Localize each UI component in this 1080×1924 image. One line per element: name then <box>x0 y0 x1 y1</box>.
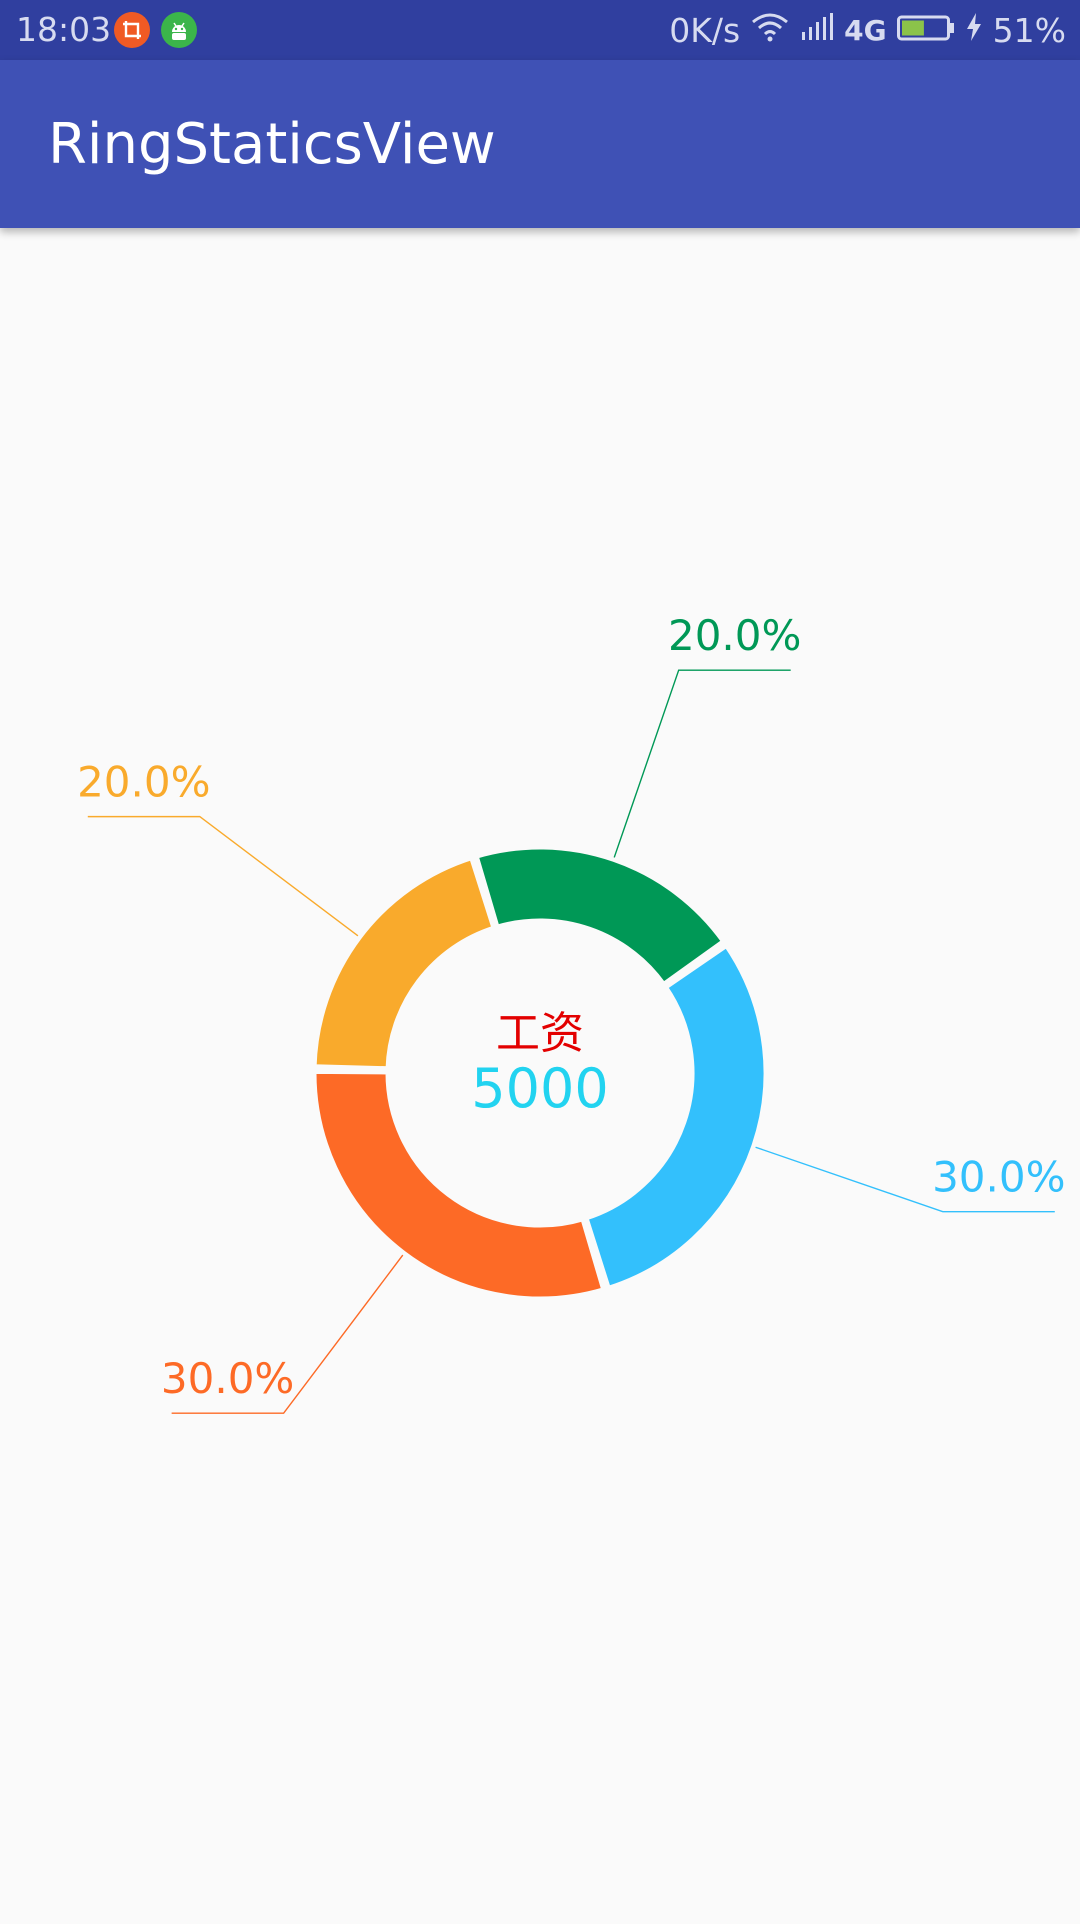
segment-label-3: 20.0% <box>77 758 210 807</box>
status-bar: 18:03 0K/s <box>0 0 1080 60</box>
battery-percent: 51% <box>992 10 1066 50</box>
ring-labels: 20.0% 30.0% 30.0% 20.0% <box>77 611 1065 1403</box>
battery-icon <box>896 11 955 50</box>
ring-segment-3 <box>311 854 498 1072</box>
ring-chart: 20.0% 30.0% 30.0% 20.0% 工资 5000 <box>0 228 1080 1920</box>
app-bar: RingStaticsView <box>0 60 1080 228</box>
ring-chart-svg: 20.0% 30.0% 30.0% 20.0% 工资 5000 <box>77 611 1066 1414</box>
segment-label-0: 20.0% <box>668 611 801 660</box>
center-value: 5000 <box>471 1057 608 1120</box>
center-title: 工资 <box>496 1008 584 1059</box>
ring-leaders <box>87 669 1055 1414</box>
signal-icon <box>800 11 834 50</box>
leader-line-3 <box>87 815 359 937</box>
leader-line-0 <box>613 669 791 858</box>
segment-label-2: 30.0% <box>161 1354 294 1403</box>
ring-segment-2 <box>311 1068 607 1302</box>
android-notification-icon <box>161 12 197 48</box>
wifi-icon <box>750 11 790 50</box>
network-speed: 0K/s <box>669 10 741 50</box>
network-type: 4G <box>844 13 887 47</box>
leader-line-1 <box>755 1146 1055 1213</box>
crop-notification-icon <box>114 12 150 48</box>
status-right-group: 0K/s 4G <box>669 10 1066 50</box>
charging-icon <box>965 11 983 50</box>
ring-segment-1 <box>582 941 769 1292</box>
leader-line-2 <box>171 1254 404 1414</box>
ring-segment-0 <box>473 844 728 989</box>
segment-label-1: 30.0% <box>932 1153 1065 1202</box>
ring-segments <box>311 844 769 1302</box>
status-time: 18:03 <box>16 10 112 49</box>
app-title: RingStaticsView <box>48 112 496 177</box>
